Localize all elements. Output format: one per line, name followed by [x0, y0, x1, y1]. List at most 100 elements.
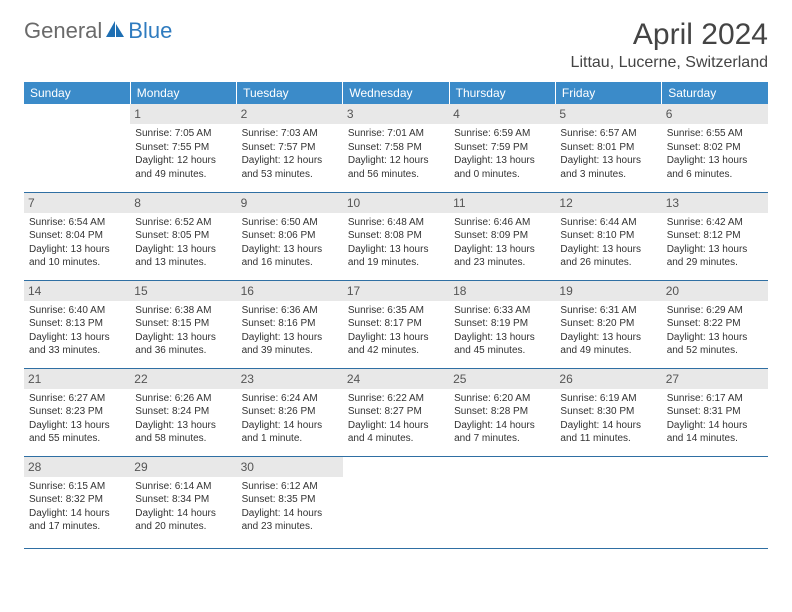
calendar-day-cell: 24Sunrise: 6:22 AMSunset: 8:27 PMDayligh…: [343, 368, 449, 456]
sunset-line: Sunset: 8:20 PM: [560, 317, 656, 331]
sunset-line: Sunset: 8:26 PM: [242, 405, 338, 419]
day-number: 1: [130, 104, 236, 124]
sunset-line: Sunset: 8:30 PM: [560, 405, 656, 419]
sunrise-line: Sunrise: 6:59 AM: [454, 127, 550, 141]
sunrise-line: Sunrise: 6:19 AM: [560, 392, 656, 406]
calendar-day-cell: 18 Sunrise: 6:33 AMSunset: 8:19 PMDayligh…: [449, 280, 555, 368]
daylight-line: Daylight: 13 hours and 16 minutes.: [242, 243, 338, 270]
day-number: 25: [449, 369, 555, 389]
daylight-line: Daylight: 13 hours and 58 minutes.: [135, 419, 231, 446]
sunrise-line: Sunrise: 6:36 AM: [242, 304, 338, 318]
daylight-line: Daylight: 13 hours and 45 minutes.: [454, 331, 550, 358]
daylight-line: Daylight: 13 hours and 49 minutes.: [560, 331, 656, 358]
calendar-day-cell: 5Sunrise: 6:57 AMSunset: 8:01 PMDaylight…: [555, 104, 661, 192]
day-number: 11: [449, 193, 555, 213]
location: Littau, Lucerne, Switzerland: [571, 54, 768, 72]
day-header: Saturday: [662, 82, 768, 104]
calendar-day-cell: 15Sunrise: 6:38 AMSunset: 8:15 PMDayligh…: [130, 280, 236, 368]
day-header: Tuesday: [237, 82, 343, 104]
day-number: 13: [662, 193, 768, 213]
calendar-empty-cell: [24, 104, 130, 192]
sunset-line: Sunset: 8:02 PM: [667, 141, 763, 155]
sunrise-line: Sunrise: 6:48 AM: [348, 216, 444, 230]
sunrise-line: Sunrise: 6:35 AM: [348, 304, 444, 318]
calendar-day-cell: 14Sunrise: 6:40 AMSunset: 8:13 PMDayligh…: [24, 280, 130, 368]
sunrise-line: Sunrise: 6:55 AM: [667, 127, 763, 141]
sunrise-line: Sunrise: 6:17 AM: [667, 392, 763, 406]
day-number: 27: [662, 369, 768, 389]
calendar-day-cell: 8Sunrise: 6:52 AMSunset: 8:05 PMDaylight…: [130, 192, 236, 280]
calendar-week-row: 14Sunrise: 6:40 AMSunset: 8:13 PMDayligh…: [24, 280, 768, 368]
daylight-line: Daylight: 13 hours and 29 minutes.: [667, 243, 763, 270]
day-number: 20: [662, 281, 768, 301]
sunrise-line: Sunrise: 6:54 AM: [29, 216, 125, 230]
sunset-line: Sunset: 7:57 PM: [242, 141, 338, 155]
daylight-line: Daylight: 14 hours and 7 minutes.: [454, 419, 550, 446]
calendar-day-cell: 4Sunrise: 6:59 AMSunset: 7:59 PMDaylight…: [449, 104, 555, 192]
day-number: 18: [449, 281, 555, 301]
calendar-day-cell: 16Sunrise: 6:36 AMSunset: 8:16 PMDayligh…: [237, 280, 343, 368]
day-number: 9: [237, 193, 343, 213]
sunset-line: Sunset: 8:32 PM: [29, 493, 125, 507]
daylight-line: Daylight: 13 hours and 19 minutes.: [348, 243, 444, 270]
calendar-week-row: 1Sunrise: 7:05 AMSunset: 7:55 PMDaylight…: [24, 104, 768, 192]
sunrise-line: Sunrise: 6:24 AM: [242, 392, 338, 406]
day-number: 23: [237, 369, 343, 389]
sunset-line: Sunset: 8:06 PM: [242, 229, 338, 243]
daylight-line: Daylight: 14 hours and 23 minutes.: [242, 507, 338, 534]
day-number: 21: [24, 369, 130, 389]
calendar-day-cell: 21Sunrise: 6:27 AMSunset: 8:23 PMDayligh…: [24, 368, 130, 456]
calendar-day-cell: 6Sunrise: 6:55 AMSunset: 8:02 PMDaylight…: [662, 104, 768, 192]
day-number: 26: [555, 369, 661, 389]
daylight-line: Daylight: 12 hours and 53 minutes.: [242, 154, 338, 181]
day-header: Wednesday: [343, 82, 449, 104]
calendar-day-cell: 27Sunrise: 6:17 AMSunset: 8:31 PMDayligh…: [662, 368, 768, 456]
day-number: 4: [449, 104, 555, 124]
day-number: 29: [130, 457, 236, 477]
day-number: 15: [130, 281, 236, 301]
calendar-empty-cell: [343, 456, 449, 548]
daylight-line: Daylight: 13 hours and 3 minutes.: [560, 154, 656, 181]
sunset-line: Sunset: 8:23 PM: [29, 405, 125, 419]
sunset-line: Sunset: 7:58 PM: [348, 141, 444, 155]
sunrise-line: Sunrise: 6:29 AM: [667, 304, 763, 318]
daylight-line: Daylight: 13 hours and 13 minutes.: [135, 243, 231, 270]
calendar-day-cell: 30Sunrise: 6:12 AMSunset: 8:35 PMDayligh…: [237, 456, 343, 548]
logo-text-general: General: [24, 18, 102, 44]
daylight-line: Daylight: 12 hours and 49 minutes.: [135, 154, 231, 181]
day-number: 22: [130, 369, 236, 389]
sunrise-line: Sunrise: 6:20 AM: [454, 392, 550, 406]
day-number: 2: [237, 104, 343, 124]
calendar-empty-cell: [662, 456, 768, 548]
calendar-week-row: 7Sunrise: 6:54 AMSunset: 8:04 PMDaylight…: [24, 192, 768, 280]
calendar-week-row: 28Sunrise: 6:15 AMSunset: 8:32 PMDayligh…: [24, 456, 768, 548]
sunset-line: Sunset: 7:59 PM: [454, 141, 550, 155]
sunrise-line: Sunrise: 6:40 AM: [29, 304, 125, 318]
calendar-day-cell: 28Sunrise: 6:15 AMSunset: 8:32 PMDayligh…: [24, 456, 130, 548]
calendar-day-cell: 25Sunrise: 6:20 AMSunset: 8:28 PMDayligh…: [449, 368, 555, 456]
sunrise-line: Sunrise: 6:26 AM: [135, 392, 231, 406]
sunrise-line: Sunrise: 6:57 AM: [560, 127, 656, 141]
sunset-line: Sunset: 8:05 PM: [135, 229, 231, 243]
sunset-line: Sunset: 8:19 PM: [454, 317, 550, 331]
calendar-day-cell: 17Sunrise: 6:35 AMSunset: 8:17 PMDayligh…: [343, 280, 449, 368]
calendar-day-cell: 7 Sunrise: 6:54 AMSunset: 8:04 PMDaylight…: [24, 192, 130, 280]
sunset-line: Sunset: 8:24 PM: [135, 405, 231, 419]
calendar-day-cell: 1Sunrise: 7:05 AMSunset: 7:55 PMDaylight…: [130, 104, 236, 192]
calendar-empty-cell: [555, 456, 661, 548]
daylight-line: Daylight: 13 hours and 42 minutes.: [348, 331, 444, 358]
day-number: 24: [343, 369, 449, 389]
sunrise-line: Sunrise: 6:31 AM: [560, 304, 656, 318]
day-number: 17: [343, 281, 449, 301]
sunrise-line: Sunrise: 7:01 AM: [348, 127, 444, 141]
day-number: 7: [24, 193, 130, 213]
sunset-line: Sunset: 8:09 PM: [454, 229, 550, 243]
sunset-line: Sunset: 8:04 PM: [29, 229, 125, 243]
calendar-day-cell: 19Sunrise: 6:31 AMSunset: 8:20 PMDayligh…: [555, 280, 661, 368]
calendar-day-cell: 22 Sunrise: 6:26 AMSunset: 8:24 PMDayligh…: [130, 368, 236, 456]
daylight-line: Daylight: 14 hours and 11 minutes.: [560, 419, 656, 446]
calendar-head: SundayMondayTuesdayWednesdayThursdayFrid…: [24, 82, 768, 104]
daylight-line: Daylight: 14 hours and 4 minutes.: [348, 419, 444, 446]
daylight-line: Daylight: 13 hours and 10 minutes.: [29, 243, 125, 270]
sunrise-line: Sunrise: 6:33 AM: [454, 304, 550, 318]
